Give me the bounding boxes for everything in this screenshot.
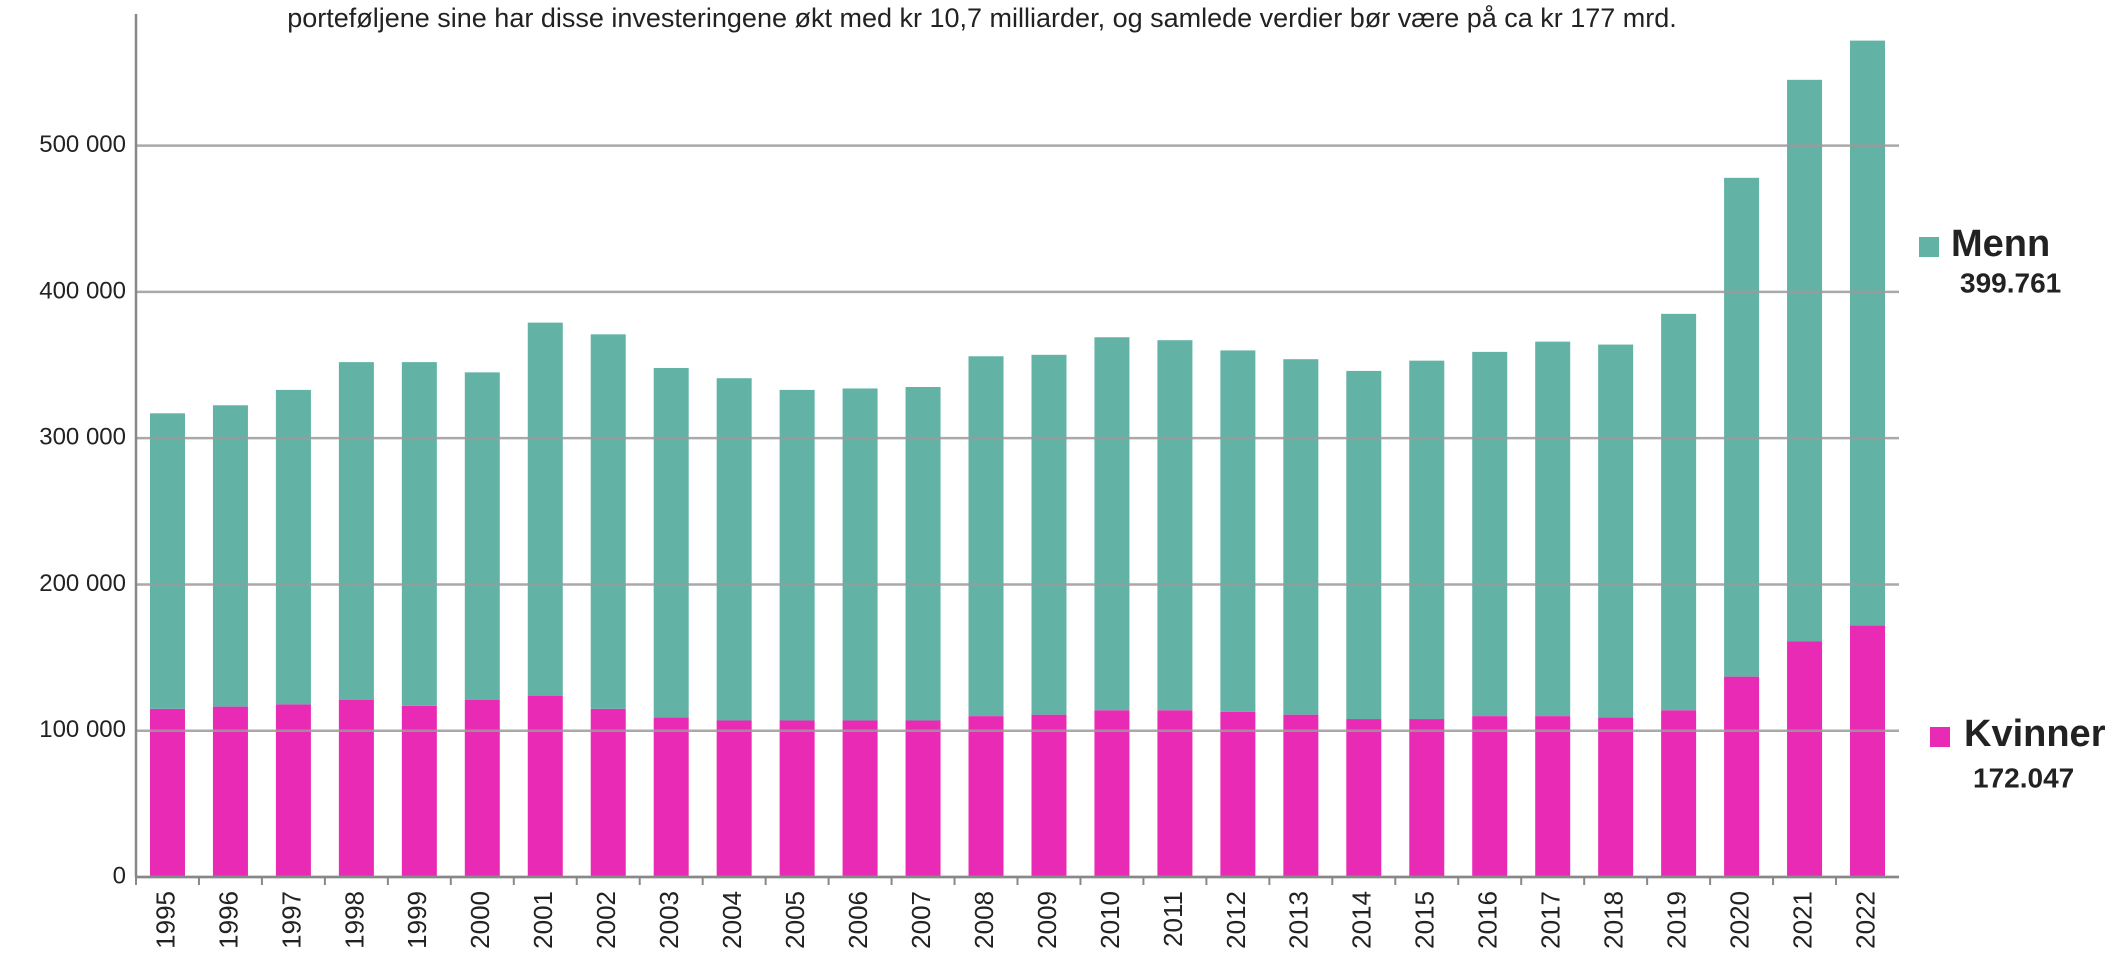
y-tick-label: 200 000 [39,570,126,597]
bar-segment [1031,354,1067,715]
bar-segment [968,716,1004,877]
x-tick-label: 1997 [276,891,306,949]
x-tick-label: 2000 [465,891,495,949]
bar-segment [401,705,437,877]
bar-segment [1220,350,1256,712]
x-tick-label: 2014 [1347,891,1377,949]
x-tick-label: 2013 [1284,891,1314,949]
bar-segment [1787,641,1823,877]
bar-segment [527,322,563,696]
bar-segment [1850,625,1886,877]
x-tick-label: 1995 [150,891,180,949]
bar-segment [1661,313,1697,711]
bar-segment [1157,710,1193,877]
bar-segment [1472,716,1508,877]
bar-segment [1598,717,1634,877]
bar-segment [338,700,374,877]
y-tick-label: 300 000 [39,424,126,451]
bar-segment [1535,716,1571,877]
y-tick-label: 500 000 [39,131,126,158]
bar-segment [968,356,1004,717]
bar-segment [1661,710,1697,877]
x-tick-label: 2017 [1536,891,1566,949]
bar-segment [779,389,815,721]
bar-segment [716,720,752,877]
bar-segment [464,700,500,877]
bar-segment [905,720,941,877]
bar-segment [401,362,437,706]
bar-segment [716,378,752,721]
chart-title: porteføljene sine har disse investeringe… [287,3,1677,33]
bar-segment [1535,341,1571,717]
legend-label: Kvinner [1964,713,2106,755]
bar-segment [149,708,185,877]
x-tick-label: 2009 [1032,891,1062,949]
bar-segment [464,372,500,701]
x-tick-label: 2018 [1599,891,1629,949]
legend-swatch [1919,237,1939,257]
x-tick-label: 2021 [1787,891,1817,949]
x-tick-label: 2020 [1724,891,1754,949]
x-tick-label: 2012 [1221,891,1251,949]
bar-segment [212,405,248,707]
x-tick-label: 2010 [1095,891,1125,949]
bar-segment [275,704,311,877]
bar-segment [1598,344,1634,718]
bar-segment [1283,714,1319,877]
x-tick-label: 1998 [339,891,369,949]
x-tick-label: 2011 [1158,891,1188,947]
bar-segment [1724,177,1760,677]
bar-segment [842,388,878,721]
bar-segment [590,334,626,709]
bar-segment [905,386,941,721]
x-tick-label: 2001 [528,891,558,949]
bar-segment [1346,719,1382,877]
bar-segment [590,708,626,877]
x-tick-label: 2003 [654,891,684,949]
value-label: 172.047 [1973,762,2074,793]
bar-segment [338,362,374,701]
bar-segment [842,720,878,877]
x-tick-label: 2007 [906,891,936,949]
legend-swatch [1930,727,1950,747]
bar-segment [1094,710,1130,877]
y-tick-label: 100 000 [39,716,126,743]
x-tick-label: 2008 [969,891,999,949]
bar-segment [1031,714,1067,877]
bar-segment [1220,711,1256,877]
value-label: 399.761 [1960,267,2061,298]
y-tick-label: 0 [113,862,126,889]
bar-segment [527,695,563,877]
x-tick-label: 2022 [1850,891,1880,949]
bar-segment [1850,40,1886,626]
bar-segment [1787,79,1823,642]
x-tick-label: 2016 [1473,891,1503,949]
x-tick-label: 2006 [843,891,873,949]
bar-segment [653,367,689,718]
legend-label: Menn [1951,223,2050,265]
x-tick-label: 2005 [780,891,810,949]
x-tick-label: 2019 [1662,891,1692,949]
x-tick-label: 2004 [717,891,747,949]
bar-segment [1283,359,1319,715]
bar-segment [1094,337,1130,711]
y-tick-label: 400 000 [39,277,126,304]
bar-segment [1409,719,1445,877]
bar-segment [149,413,185,709]
bar-segment [212,706,248,877]
x-tick-label: 2002 [591,891,621,949]
bar-segment [1409,360,1445,720]
x-tick-label: 2015 [1410,891,1440,949]
x-tick-label: 1999 [402,891,432,949]
bar-segment [1472,351,1508,717]
bar-segment [1346,370,1382,720]
bar-segment [1157,340,1193,711]
bar-segment [653,717,689,877]
bar-segment [1724,676,1760,877]
bar-segment [779,720,815,877]
x-tick-label: 1996 [213,891,243,949]
bar-segment [275,389,311,705]
